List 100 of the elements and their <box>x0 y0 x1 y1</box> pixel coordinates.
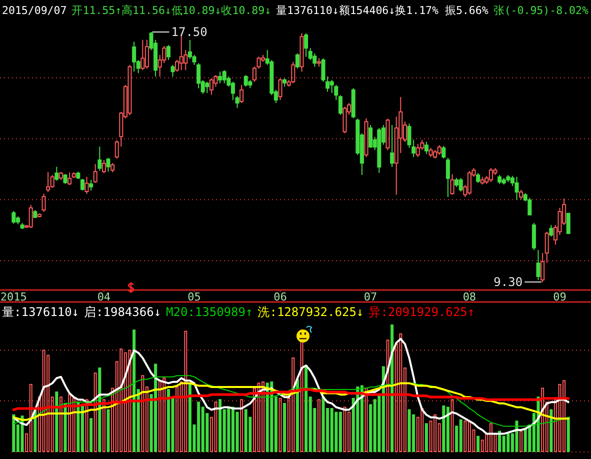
bar <box>244 409 248 452</box>
bar <box>278 398 282 452</box>
bar <box>227 406 230 452</box>
candlestick <box>437 144 442 156</box>
bar <box>120 348 123 452</box>
candlestick <box>338 94 342 116</box>
bar <box>343 406 346 452</box>
x-tick-label: 06 <box>274 290 287 304</box>
text: 开11.55↑高11.56↓低10.89↓收10.89↓ <box>72 4 272 17</box>
candlestick <box>140 39 145 71</box>
bar <box>322 396 325 452</box>
text: 2015/09/07 <box>2 4 67 17</box>
candlestick <box>300 32 304 72</box>
bar <box>330 408 334 452</box>
candlestick <box>498 174 502 184</box>
candlestick <box>532 222 536 250</box>
candlestick <box>428 147 433 158</box>
bar <box>292 357 295 452</box>
candlestick <box>377 128 382 174</box>
candlestick <box>20 222 24 230</box>
bar <box>506 433 510 452</box>
candlestick <box>93 164 98 184</box>
bar <box>498 430 502 452</box>
bar <box>72 398 76 452</box>
candlestick <box>364 118 368 158</box>
bar <box>364 388 368 452</box>
bar <box>558 384 562 452</box>
candlestick <box>84 176 89 194</box>
bar <box>420 408 424 452</box>
candlestick <box>128 64 132 116</box>
candlestick <box>37 212 42 218</box>
text: 量1376110↓额154406↓换1.17% 振5.66% <box>276 4 489 17</box>
candlestick <box>506 174 510 182</box>
candlestick <box>170 64 175 78</box>
bar <box>334 412 338 452</box>
candlestick <box>205 81 210 94</box>
bar <box>128 350 132 452</box>
candlestick <box>72 172 76 179</box>
bar <box>338 412 342 452</box>
candlestick <box>33 210 38 218</box>
bar <box>12 414 16 452</box>
bar <box>98 368 102 452</box>
bar <box>450 399 454 452</box>
bar <box>55 392 58 452</box>
text: 张(-0.95)-8.02% <box>493 4 589 17</box>
candlestick <box>424 141 428 154</box>
candlestick <box>519 189 524 200</box>
bar <box>85 399 88 452</box>
candlestick <box>50 174 54 188</box>
annotation: 17.50 <box>171 25 208 39</box>
bar <box>94 372 97 452</box>
bar <box>524 428 527 452</box>
candlestick <box>390 124 394 168</box>
bar <box>300 330 304 452</box>
candlestick <box>304 32 308 58</box>
candlestick <box>240 84 244 104</box>
bar <box>240 399 244 452</box>
candlestick <box>342 106 347 134</box>
bar <box>541 388 544 452</box>
bar <box>360 385 364 452</box>
bar <box>141 375 144 452</box>
candlestick <box>566 212 570 234</box>
candlestick <box>222 70 226 84</box>
candlestick <box>291 61 296 84</box>
candlestick <box>166 44 170 61</box>
candlestick <box>282 78 287 88</box>
bar <box>459 419 462 452</box>
candlestick <box>544 231 549 264</box>
candlestick <box>514 176 519 200</box>
candlestick <box>28 204 33 229</box>
candlestick <box>295 52 300 70</box>
candlestick <box>42 193 46 212</box>
bar <box>158 380 162 452</box>
bar <box>64 402 67 452</box>
candlestick <box>248 79 252 89</box>
bar <box>257 382 260 452</box>
candlestick <box>144 39 149 70</box>
bar <box>90 418 93 452</box>
candlestick <box>416 143 420 158</box>
bar <box>42 350 46 452</box>
bar <box>266 382 269 452</box>
bar <box>476 436 480 452</box>
candlestick <box>12 210 16 224</box>
bar <box>304 364 308 452</box>
candlestick <box>244 74 248 88</box>
candlestick <box>278 78 282 100</box>
candlestick <box>46 171 50 193</box>
x-tick-label: 07 <box>364 290 378 304</box>
candlestick <box>98 146 102 172</box>
bar <box>386 340 390 452</box>
candlestick <box>442 146 446 160</box>
candlestick <box>58 171 63 180</box>
bar <box>408 409 411 452</box>
annotation: 9.30 <box>494 275 523 289</box>
bar <box>68 394 72 452</box>
x-tick-label: 05 <box>188 290 201 304</box>
bar <box>520 430 523 452</box>
bar <box>296 378 299 452</box>
bar <box>59 396 62 452</box>
candlestick <box>540 252 545 282</box>
